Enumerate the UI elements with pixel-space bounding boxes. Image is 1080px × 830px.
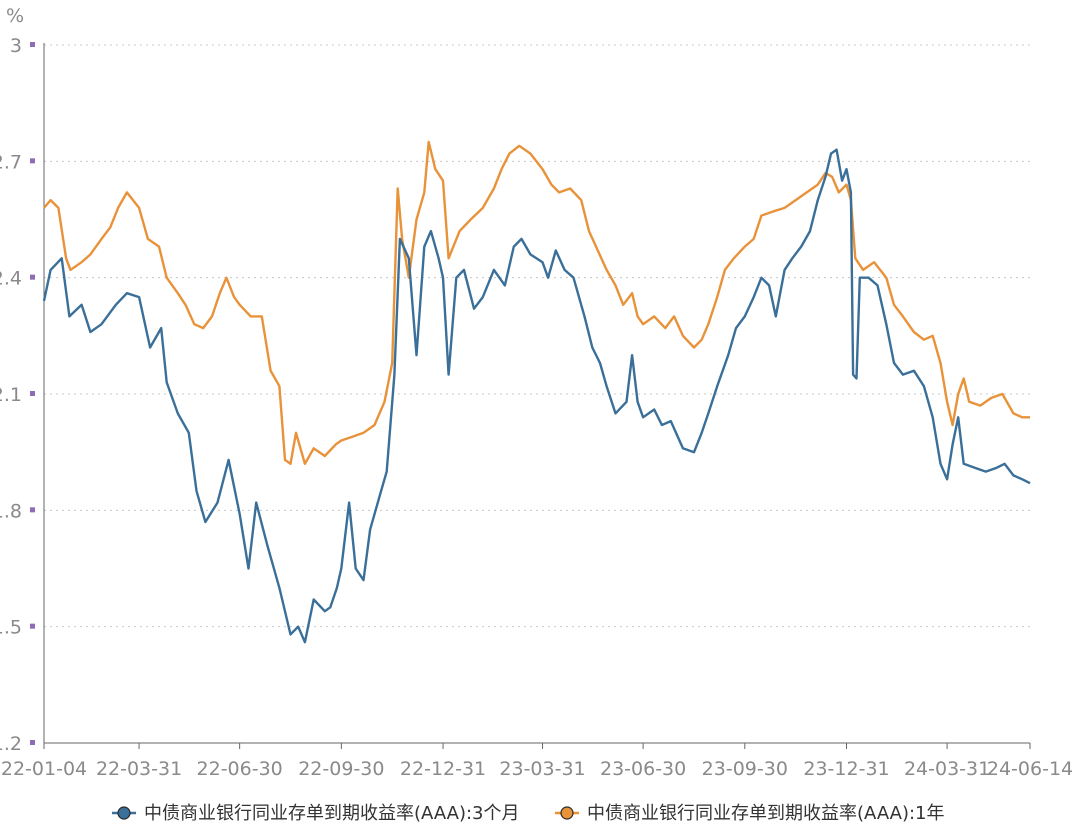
x-tick-label: 22-01-04 [1, 758, 87, 780]
legend-label-1: 中债商业银行同业存单到期收益率(AAA):1年 [587, 803, 945, 824]
series-line-0 [42, 148, 1031, 644]
y-tick-marker [30, 158, 35, 164]
y-tick-label: 3 [10, 35, 22, 57]
y-tick-marker [30, 42, 35, 47]
x-tick-label: 23-12-31 [803, 758, 889, 780]
y-tick-marker [30, 274, 35, 280]
x-tick-label: 22-03-31 [96, 758, 182, 780]
y-tick-marker [30, 740, 35, 745]
x-tick-label: 22-09-30 [298, 758, 384, 780]
grid-lines [44, 44, 1030, 628]
y-tick-label: 2.4 [0, 268, 22, 290]
y-tick-marker [30, 507, 35, 513]
x-tick-label: 24-06-14 [987, 758, 1073, 780]
x-tick-label: 22-06-30 [197, 758, 283, 780]
x-tick-label: 23-06-30 [600, 758, 686, 780]
y-axis-unit-label: % [6, 5, 24, 27]
x-tick-label: 24-03-31 [904, 758, 990, 780]
series-line-1 [43, 140, 1030, 465]
y-tick-label: 1.5 [0, 617, 22, 639]
legend-label-0: 中债商业银行同业存单到期收益率(AAA):3个月 [144, 803, 520, 824]
legend-marker-0 [117, 806, 131, 820]
y-tick-marker [30, 391, 35, 396]
y-tick-marker [30, 623, 35, 629]
y-tick-label: 1.2 [0, 733, 22, 755]
x-tick-label: 23-09-30 [702, 758, 788, 780]
legend-marker-1 [560, 806, 574, 820]
series-lines [42, 140, 1031, 644]
axes: 3 2.7 2.4 2.1 1.8 1.5 1.2 22-01-04 22-03-31 22-06… [0, 35, 1073, 780]
y-tick-label: 1.8 [0, 500, 22, 522]
x-tick-label: 23-03-31 [499, 758, 585, 780]
legend: 中债商业银行同业存单到期收益率(AAA):3个月 中债商业银行同业存单到期收益率(… [112, 803, 945, 824]
y-tick-label: 2.7 [0, 151, 22, 173]
x-tick-label: 22-12-31 [400, 758, 486, 780]
y-tick-label: 2.1 [0, 384, 22, 406]
